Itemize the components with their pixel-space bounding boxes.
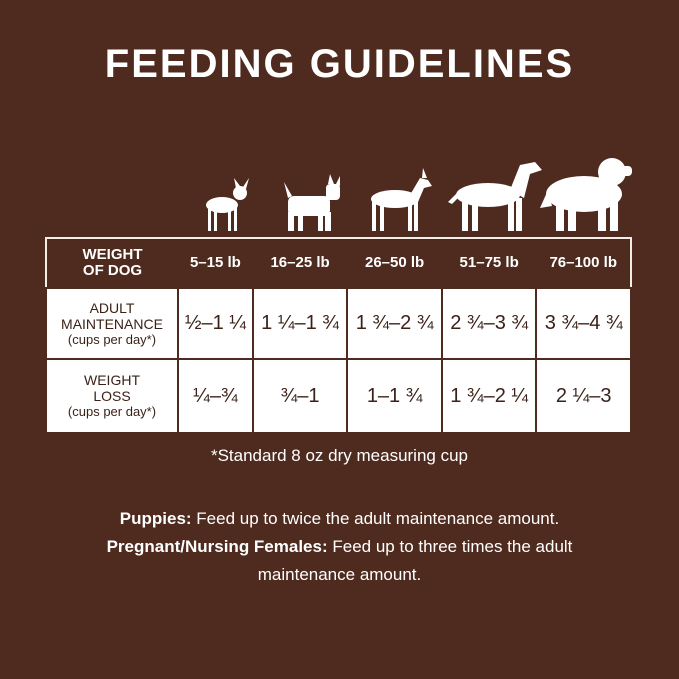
- newfoundland-icon: [540, 158, 632, 231]
- weight-of-dog-header: WEIGHT OF DOG: [46, 238, 178, 288]
- header-row: WEIGHT OF DOG 5–15 lb 16–25 lb 26–50 lb 5…: [46, 238, 631, 288]
- pregnant-note: Pregnant/Nursing Females: Feed up to thr…: [60, 533, 619, 589]
- table-cell: 1–1 ¾: [346, 358, 443, 434]
- puppies-note: Puppies: Feed up to twice the adult main…: [60, 505, 619, 533]
- table-cell: ¼–¾: [177, 358, 254, 434]
- retriever-icon: [448, 162, 542, 231]
- adult-maintenance-row: ADULT MAINTENANCE (cups per day*) ½–1 ¼ 1 …: [45, 287, 632, 360]
- row-label: WEIGHT LOSS (cups per day*): [45, 358, 179, 434]
- row-unit: (cups per day*): [67, 404, 157, 419]
- pregnant-label: Pregnant/Nursing Females:: [106, 537, 328, 556]
- header-label-line: OF DOG: [82, 262, 143, 279]
- table-cell: 1 ¼–1 ¾: [251, 287, 349, 360]
- weight-loss-row: WEIGHT LOSS (cups per day*) ¼–¾ ¾–1 1–1 ¾ …: [45, 358, 632, 434]
- weight-col-header: 51–75 lb: [441, 238, 537, 288]
- table-cell: 2 ¼–3: [535, 358, 632, 434]
- weight-col-header: 26–50 lb: [347, 238, 442, 288]
- chihuahua-icon: [206, 178, 249, 231]
- footnote: *Standard 8 oz dry measuring cup: [210, 446, 469, 465]
- feeding-notes: Puppies: Feed up to twice the adult main…: [60, 505, 619, 589]
- row-label-line: LOSS: [93, 388, 131, 404]
- table-cell: ½–1 ¼: [177, 287, 254, 360]
- row-label: ADULT MAINTENANCE (cups per day*): [45, 287, 179, 360]
- weight-col-header: 76–100 lb: [536, 238, 631, 288]
- row-unit: (cups per day*): [67, 331, 157, 347]
- puppies-text: Feed up to twice the adult maintenance a…: [191, 509, 560, 528]
- page-title: FEEDING GUIDELINES: [104, 42, 575, 86]
- pregnant-text: Feed up to three times the adult mainten…: [257, 537, 573, 584]
- row-label-line: MAINTENANCE: [61, 315, 163, 332]
- table-cell: 1 ¾–2 ¾: [346, 287, 443, 360]
- weight-col-header: 16–25 lb: [252, 238, 348, 288]
- feeding-table: WEIGHT OF DOG 5–15 lb 16–25 lb 26–50 lb 5…: [45, 237, 632, 434]
- weight-col-header: 5–15 lb: [178, 238, 253, 288]
- terrier-icon: [284, 174, 340, 231]
- row-label-line: WEIGHT: [84, 372, 140, 388]
- table-cell: 1 ¾–2 ¼: [440, 358, 538, 434]
- row-label-line: ADULT: [89, 299, 135, 316]
- header-label-line: WEIGHT: [82, 246, 143, 263]
- dog-silhouettes: [206, 158, 632, 231]
- puppies-label: Puppies:: [119, 509, 192, 528]
- table-cell: ¾–1: [251, 358, 349, 434]
- doberman-icon: [371, 168, 432, 231]
- table-cell: 2 ¾–3 ¾: [440, 287, 538, 360]
- table-cell: 3 ¾–4 ¾: [535, 287, 632, 360]
